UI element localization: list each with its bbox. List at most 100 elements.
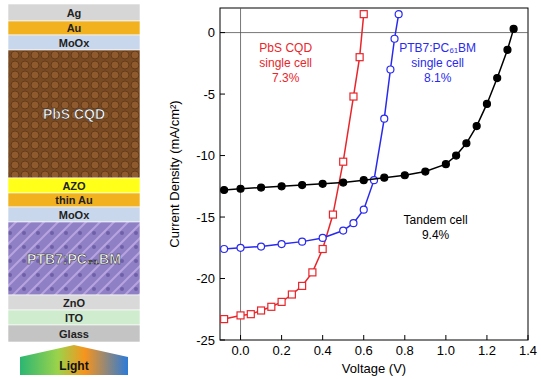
- layer-label: PTB7:PC₆₁BM: [27, 251, 121, 267]
- layer: [8, 295, 140, 310]
- marker: [237, 244, 244, 251]
- y-tick-label: -5: [203, 87, 215, 102]
- series-line: [224, 14, 399, 249]
- annotation-line: single cell: [411, 56, 464, 70]
- marker: [221, 316, 228, 323]
- marker: [510, 25, 517, 32]
- marker: [258, 307, 265, 314]
- y-tick: [220, 32, 225, 33]
- x-tick: [363, 335, 364, 340]
- marker: [350, 220, 357, 227]
- data-group: [221, 11, 518, 323]
- annotation-line: PTB7:PC₆₁BM: [399, 41, 476, 55]
- marker: [319, 234, 326, 241]
- marker: [422, 168, 429, 175]
- marker: [319, 180, 326, 187]
- layer-label: MoOx: [59, 37, 90, 49]
- annotation-line: 7.3%: [272, 71, 300, 85]
- x-tick: [486, 335, 487, 340]
- marker: [268, 303, 275, 310]
- marker: [360, 206, 367, 213]
- marker: [237, 185, 244, 192]
- x-tick-label: 0.8: [396, 343, 414, 358]
- x-tick: [528, 335, 529, 340]
- device-stack: AgAuMoOxPbS CQDAZOthin AuMoOxPTB7:PC₆₁BM…: [8, 4, 140, 375]
- marker: [387, 66, 394, 73]
- light-arrow: [20, 345, 128, 375]
- marker: [473, 123, 480, 130]
- layer: [8, 310, 140, 325]
- marker: [401, 172, 408, 179]
- annotation: Tandem cell9.4%: [404, 213, 468, 242]
- marker: [329, 211, 336, 218]
- layer-label: Au: [67, 22, 82, 34]
- layer-label: MoOx: [59, 209, 90, 221]
- marker: [340, 179, 347, 186]
- y-tick-label: -15: [196, 210, 215, 225]
- zero-line: [240, 8, 241, 340]
- marker: [221, 186, 228, 193]
- layer: [8, 21, 140, 35]
- marker: [340, 227, 347, 234]
- annotation-line: single cell: [259, 56, 312, 70]
- marker: [247, 311, 254, 318]
- layer-label: Glass: [59, 328, 89, 340]
- y-tick: [220, 278, 225, 279]
- marker: [360, 177, 367, 184]
- marker: [319, 246, 326, 253]
- layer: [8, 35, 140, 50]
- marker: [278, 298, 285, 305]
- marker: [360, 11, 367, 18]
- marker: [350, 93, 357, 100]
- x-tick: [322, 335, 323, 340]
- y-tick-label: -20: [196, 271, 215, 286]
- marker: [371, 177, 378, 184]
- y-tick: [220, 155, 225, 156]
- layer-label: AZO: [62, 180, 86, 192]
- layer: [8, 178, 140, 193]
- marker: [391, 35, 398, 42]
- layer-label: ITO: [65, 312, 84, 324]
- layer: [8, 222, 140, 295]
- layer-label: Ag: [67, 7, 82, 19]
- marker: [483, 100, 490, 107]
- annotation: PbS CQDsingle cell7.3%: [259, 41, 312, 85]
- x-tick-label: 0.6: [355, 343, 373, 358]
- light-label: Light: [59, 359, 88, 373]
- annotation-line: 9.4%: [422, 228, 450, 242]
- marker: [494, 75, 501, 82]
- marker: [395, 11, 402, 18]
- figure: AgAuMoOxPbS CQDAZOthin AuMoOxPTB7:PC₆₁BM…: [0, 0, 541, 379]
- x-tick-label: 1.2: [478, 343, 496, 358]
- marker: [299, 238, 306, 245]
- layer: [8, 4, 140, 21]
- marker: [340, 158, 347, 165]
- plot-frame: [220, 8, 528, 340]
- marker: [442, 161, 449, 168]
- marker: [463, 140, 470, 147]
- y-tick: [220, 340, 225, 341]
- annotation: PTB7:PC₆₁BMsingle cell8.1%: [399, 41, 476, 85]
- chart: 0.00.20.40.60.81.01.21.4-25-20-15-10-50V…: [167, 8, 538, 376]
- marker: [504, 46, 511, 53]
- x-tick: [404, 335, 405, 340]
- x-tick: [445, 335, 446, 340]
- x-axis-title: Voltage (V): [342, 361, 406, 376]
- marker: [278, 241, 285, 248]
- x-tick-label: 0.4: [314, 343, 332, 358]
- marker: [299, 282, 306, 289]
- layer-label: ZnO: [63, 297, 85, 309]
- annotation-line: 8.1%: [424, 71, 452, 85]
- marker: [299, 182, 306, 189]
- marker: [237, 312, 244, 319]
- marker: [221, 246, 228, 253]
- y-tick: [220, 217, 225, 218]
- marker: [258, 243, 265, 250]
- x-tick: [281, 335, 282, 340]
- marker: [453, 152, 460, 159]
- layer: [8, 325, 140, 342]
- layer: [8, 50, 140, 178]
- marker: [356, 54, 363, 61]
- y-tick-label: -10: [196, 148, 215, 163]
- x-tick-label: 1.4: [519, 343, 537, 358]
